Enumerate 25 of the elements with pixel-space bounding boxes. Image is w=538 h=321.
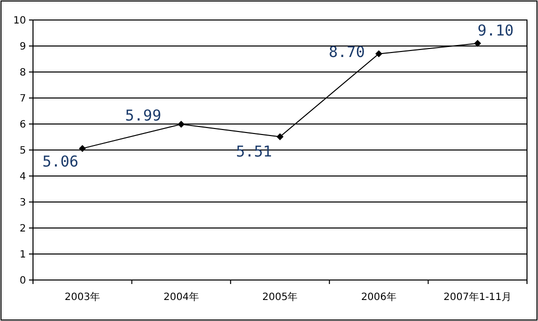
y-tick-label: 0 xyxy=(20,276,26,286)
x-tick-label: 2007年1-11月 xyxy=(444,291,512,303)
y-tick-label: 10 xyxy=(13,16,26,26)
data-label: 9.10 xyxy=(478,21,514,40)
data-label: 8.70 xyxy=(328,42,365,61)
x-tick-label: 2006年 xyxy=(361,291,397,303)
y-tick-label: 2 xyxy=(20,224,26,234)
x-tick-label: 2004年 xyxy=(163,291,199,303)
x-tick-label: 2005年 xyxy=(262,291,298,303)
y-tick-label: 6 xyxy=(20,120,26,130)
point xyxy=(474,40,482,47)
y-tick-label: 1 xyxy=(20,250,26,260)
data-label: 5.99 xyxy=(125,106,162,124)
point xyxy=(276,133,284,140)
y-tick-label: 5 xyxy=(20,146,26,156)
y-tick-label: 4 xyxy=(20,172,26,182)
y-tick-label: 7 xyxy=(20,94,26,104)
data-label: 5.06 xyxy=(42,152,78,170)
y-tick-label: 9 xyxy=(20,42,26,52)
y-tick-label: 8 xyxy=(20,68,26,78)
x-tick-label: 2003年 xyxy=(64,291,100,303)
point xyxy=(178,120,185,128)
point xyxy=(78,144,86,152)
point xyxy=(375,50,382,58)
y-tick-label: 3 xyxy=(20,198,26,208)
